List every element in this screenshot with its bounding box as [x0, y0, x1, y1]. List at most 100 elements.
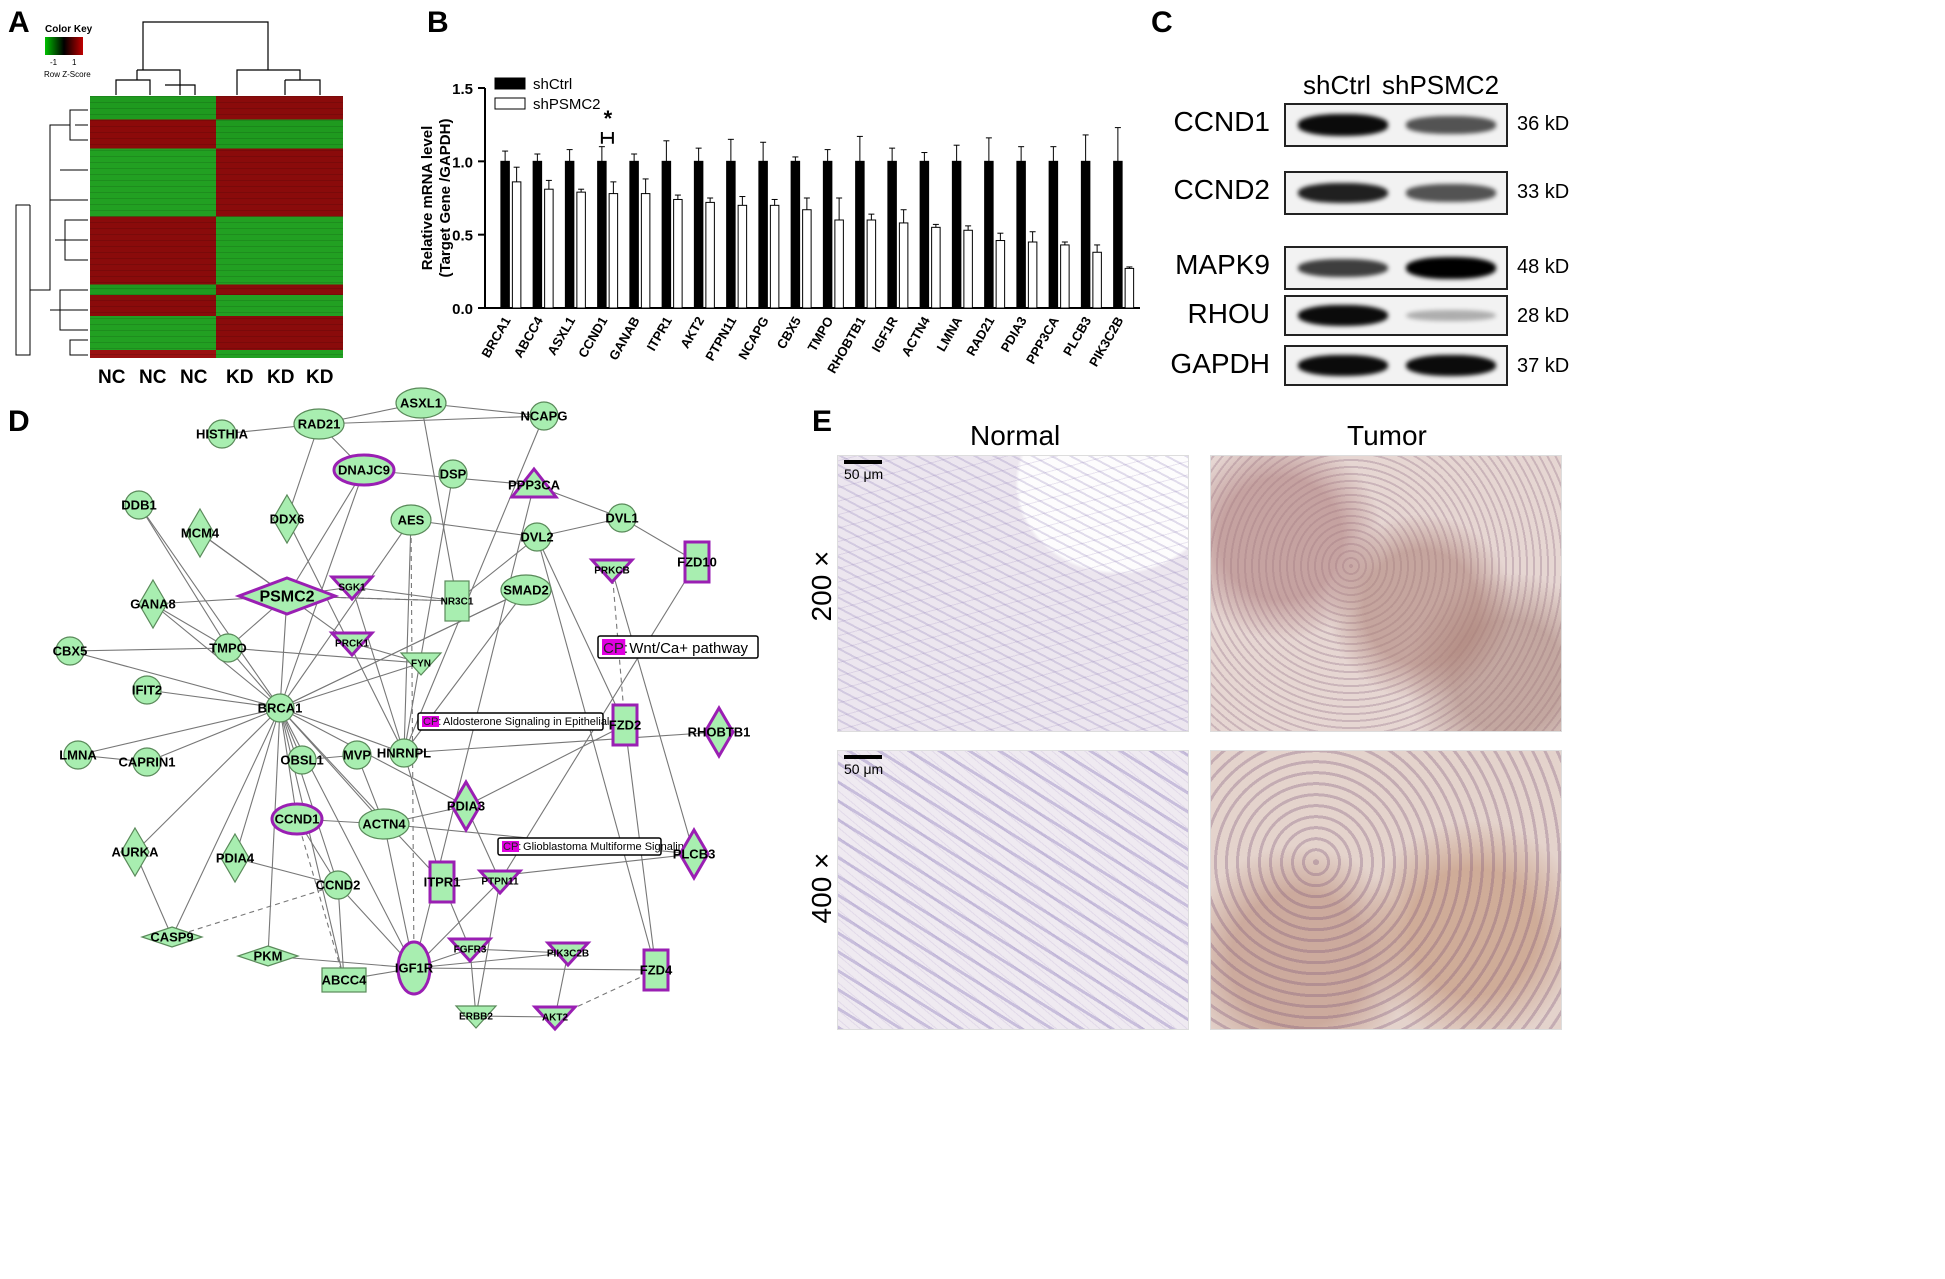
network-edge — [138, 504, 229, 649]
node-label: BRCA1 — [258, 701, 303, 716]
scale-bar-label-400x: 50 μm — [844, 761, 884, 777]
node-label: ERBB2 — [459, 1012, 493, 1023]
network-node-DSP: DSP — [438, 459, 468, 489]
bar-shCtrl-ASXL1 — [564, 160, 575, 309]
network-node-AES: AES — [390, 504, 432, 536]
wb-size-CCND1: 36 kD — [1517, 113, 1570, 135]
network-edge — [279, 707, 443, 883]
network-node-DVL1: DVL1 — [605, 503, 639, 533]
band-shpsmc2 — [1406, 184, 1496, 202]
band-shpsmc2 — [1406, 309, 1496, 322]
network-node-CBX5: CBX5 — [53, 636, 88, 666]
histology-tumor-200x — [1210, 455, 1562, 732]
bar-shPSMC2-PDIA3 — [1027, 241, 1038, 309]
network-node-GANA8: GANA8 — [130, 578, 176, 630]
network-node-FZD4: FZD4 — [640, 948, 673, 992]
network-node-PLCB3: PLCB3 — [673, 827, 716, 881]
node-label: PSMC2 — [259, 589, 314, 606]
x-tick-label: ACTN4 — [898, 313, 933, 359]
node-shape — [207, 419, 237, 449]
network-node-ACTN4: ACTN4 — [358, 808, 410, 840]
x-tick-label: ABCC4 — [511, 313, 547, 360]
band-shctrl — [1298, 114, 1388, 136]
pathway-box: CP: Glioblastoma Multiforme Signaling — [497, 837, 690, 856]
band-shpsmc2 — [1406, 257, 1496, 279]
network-edge — [337, 884, 345, 981]
node-label: ACTN4 — [362, 817, 406, 832]
network-node-PSMC2: PSMC2 — [234, 576, 340, 616]
node-shape — [611, 703, 639, 747]
bar-shPSMC2-RAD21 — [995, 240, 1006, 309]
pathway-tag: CP: — [423, 716, 441, 728]
network-node-PRKCB: PRKCB — [588, 558, 636, 585]
bar-shCtrl-LMNA — [951, 160, 962, 309]
node-shape — [678, 827, 710, 881]
bar-shCtrl-BRCA1 — [500, 160, 510, 309]
bar-shPSMC2-LMNA — [963, 229, 973, 309]
bar-shCtrl-PIK3C2B — [1113, 160, 1123, 309]
network-edge — [403, 473, 454, 754]
x-tick-label: GANAB — [606, 314, 643, 363]
bar-shCtrl-PPP3CA — [1048, 160, 1059, 309]
node-label: RAD21 — [298, 417, 341, 432]
bar-shPSMC2-ACTN4 — [931, 226, 941, 309]
network-node-PDIA4: PDIA4 — [216, 832, 255, 884]
node-label: PLCB3 — [673, 847, 716, 862]
node-shape — [120, 826, 150, 878]
wb-size-CCND2: 33 kD — [1517, 181, 1570, 203]
bar-shCtrl-ABCC4 — [532, 160, 543, 309]
node-label: CBX5 — [53, 644, 88, 659]
network-edge — [475, 1015, 556, 1018]
node-shape — [396, 940, 432, 996]
pathway-tag-bg — [602, 639, 626, 655]
x-tick-label: BRCA1 — [478, 314, 513, 360]
y-axis-label-line2: (Target Gene /GAPDH) — [437, 119, 454, 278]
node-label: FYN — [411, 659, 431, 670]
scale-bar-label-200x: 50 μm — [844, 466, 884, 482]
y-tick-label: 1.0 — [452, 154, 473, 171]
wb-blot-CCND1 — [1284, 103, 1508, 147]
node-shape — [132, 747, 162, 777]
node-shape — [389, 738, 419, 768]
network-edge — [413, 967, 657, 971]
node-label: CCND1 — [275, 812, 320, 827]
bar-shPSMC2-ITPR1 — [673, 198, 683, 309]
network-edge — [267, 707, 281, 957]
heatmap-col-3: NC — [180, 367, 208, 388]
x-tick-label: PTPN11 — [702, 314, 739, 363]
network-node-PTPN11: PTPN11 — [476, 869, 524, 896]
network-edge — [146, 707, 281, 763]
color-key-tick-high: 1 — [72, 58, 77, 67]
node-label: OBSL1 — [280, 753, 323, 768]
bar-shCtrl-CBX5 — [790, 160, 801, 309]
bar-shCtrl-RHOBTB1 — [855, 160, 865, 309]
y-tick-label: 0.5 — [452, 228, 473, 245]
node-shape — [428, 860, 456, 904]
bar-shPSMC2-CCND1 — [608, 193, 619, 309]
network-node-FZD10: FZD10 — [677, 540, 717, 584]
node-shape — [321, 967, 367, 993]
bar-shCtrl-GANAB — [629, 160, 639, 309]
histology-row-400x: 400 × — [806, 852, 837, 924]
x-tick-label: AKT2 — [677, 314, 707, 351]
y-axis-title: Relative mRNA level (Target Gene /GAPDH) — [419, 119, 454, 278]
network-node-AKT2: AKT2 — [531, 1005, 579, 1032]
network-edge — [134, 707, 281, 853]
histology-header-normal: Normal — [970, 420, 1061, 451]
bar-shCtrl-AKT2 — [693, 160, 704, 309]
network-node-FYN: FYN — [399, 652, 443, 676]
node-label: ASXL1 — [400, 396, 442, 411]
node-shape — [132, 675, 162, 705]
node-label: CCND2 — [316, 878, 361, 893]
network-edge — [69, 650, 281, 709]
network-node-HISTHIA: HISTHIA — [196, 419, 249, 449]
bar-shPSMC2-PPP3CA — [1060, 244, 1070, 309]
node-shape — [265, 693, 295, 723]
network-edge — [456, 536, 538, 602]
node-shape — [272, 493, 302, 545]
network-node-PRCK1: PRCK1 — [328, 631, 376, 658]
x-tick-label: PDIA3 — [998, 314, 1030, 355]
network-edge — [469, 948, 569, 954]
node-label: DDB1 — [121, 498, 156, 513]
